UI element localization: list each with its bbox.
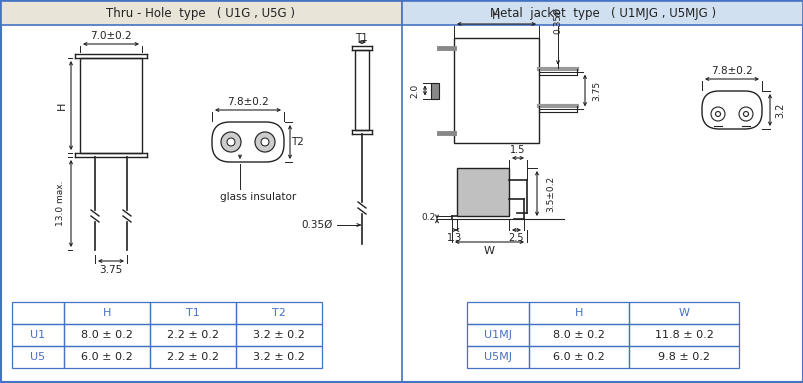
Text: 2.2 ± 0.2: 2.2 ± 0.2 — [167, 352, 218, 362]
Circle shape — [743, 111, 748, 116]
Bar — [430, 82, 438, 98]
Bar — [80, 58, 142, 153]
Text: 9.8 ± 0.2: 9.8 ± 0.2 — [657, 352, 709, 362]
Bar — [628, 324, 738, 346]
Text: 8.0 ± 0.2: 8.0 ± 0.2 — [552, 330, 604, 340]
Bar — [467, 324, 528, 346]
Text: Thru - Hole  type   ( U1G , U5G ): Thru - Hole type ( U1G , U5G ) — [106, 7, 296, 20]
Bar — [454, 38, 538, 143]
Circle shape — [261, 138, 269, 146]
Text: W: W — [678, 308, 689, 318]
Text: H: H — [103, 308, 111, 318]
FancyBboxPatch shape — [212, 122, 283, 162]
Text: T2: T2 — [271, 308, 286, 318]
Text: 3.2: 3.2 — [774, 102, 784, 118]
Text: Metal  jacket  type   ( U1MJG , U5MJG ): Metal jacket type ( U1MJG , U5MJG ) — [489, 7, 715, 20]
Bar — [150, 302, 236, 324]
Text: 7.8±0.2: 7.8±0.2 — [710, 66, 752, 76]
Text: 6.0 ± 0.2: 6.0 ± 0.2 — [552, 352, 604, 362]
Text: 3.2 ± 0.2: 3.2 ± 0.2 — [253, 352, 304, 362]
Text: 1.5: 1.5 — [510, 145, 525, 155]
Text: 0.35Ø: 0.35Ø — [552, 7, 562, 34]
Bar — [528, 324, 628, 346]
FancyBboxPatch shape — [701, 91, 761, 129]
Text: H: H — [57, 101, 67, 110]
Bar — [12, 302, 64, 324]
Text: 2.0: 2.0 — [410, 83, 419, 98]
Circle shape — [221, 132, 241, 152]
Text: glass insulator: glass insulator — [219, 192, 296, 202]
Text: 2.5: 2.5 — [508, 233, 524, 243]
Bar — [355, 50, 369, 130]
Bar — [150, 346, 236, 368]
Circle shape — [226, 138, 234, 146]
Bar — [236, 324, 321, 346]
Text: 0.35Ø: 0.35Ø — [301, 220, 332, 230]
Bar — [402, 1, 802, 25]
Text: H: H — [491, 11, 500, 21]
Text: 1.3: 1.3 — [446, 233, 462, 243]
Text: 3.2 ± 0.2: 3.2 ± 0.2 — [253, 330, 304, 340]
Bar — [236, 346, 321, 368]
Text: 3.5±0.2: 3.5±0.2 — [546, 175, 555, 211]
Bar — [628, 346, 738, 368]
Text: U1: U1 — [31, 330, 46, 340]
Text: 11.8 ± 0.2: 11.8 ± 0.2 — [654, 330, 712, 340]
Text: 2.2 ± 0.2: 2.2 ± 0.2 — [167, 330, 218, 340]
Bar — [236, 302, 321, 324]
Text: U1MJ: U1MJ — [483, 330, 512, 340]
Bar — [150, 324, 236, 346]
Circle shape — [710, 107, 724, 121]
Bar — [628, 302, 738, 324]
Text: T2: T2 — [291, 137, 304, 147]
Text: U5MJ: U5MJ — [483, 352, 512, 362]
Text: 7.8±0.2: 7.8±0.2 — [226, 97, 268, 107]
Text: T1: T1 — [355, 33, 368, 43]
Bar — [1, 1, 402, 25]
Text: W: W — [483, 246, 495, 256]
Bar — [467, 346, 528, 368]
Bar — [456, 168, 508, 216]
Text: T1: T1 — [185, 308, 200, 318]
Bar — [64, 324, 150, 346]
Bar — [64, 302, 150, 324]
Bar — [528, 302, 628, 324]
Text: 0.2: 0.2 — [422, 213, 435, 222]
Text: 13.0 max.: 13.0 max. — [56, 181, 65, 226]
Bar — [12, 324, 64, 346]
Text: 6.0 ± 0.2: 6.0 ± 0.2 — [81, 352, 132, 362]
Circle shape — [738, 107, 752, 121]
Text: H: H — [574, 308, 582, 318]
Circle shape — [715, 111, 719, 116]
Circle shape — [255, 132, 275, 152]
Text: U5: U5 — [31, 352, 46, 362]
Text: 7.0±0.2: 7.0±0.2 — [90, 31, 132, 41]
Bar — [467, 302, 528, 324]
Bar — [12, 346, 64, 368]
Bar — [64, 346, 150, 368]
Text: 3.75: 3.75 — [592, 80, 601, 101]
Text: 3.75: 3.75 — [100, 265, 123, 275]
Text: 8.0 ± 0.2: 8.0 ± 0.2 — [81, 330, 132, 340]
Bar — [528, 346, 628, 368]
